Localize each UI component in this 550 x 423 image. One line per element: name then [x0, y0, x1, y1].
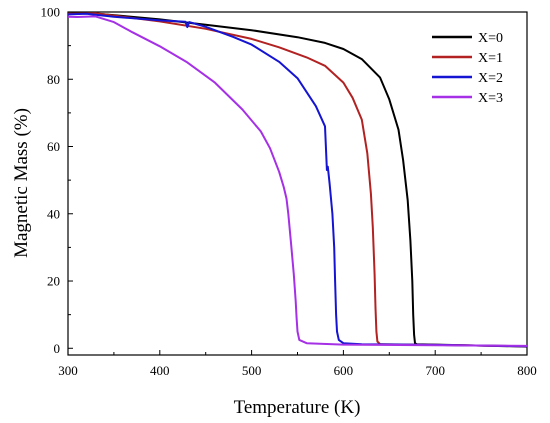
x-axis-title: Temperature (K)	[234, 397, 361, 418]
series-group	[67, 11, 528, 348]
x-tick-label: 500	[242, 363, 262, 378]
x-tick-label: 600	[334, 363, 354, 378]
series-line-x0	[67, 11, 528, 348]
y-axis-title: Magnetic Mass (%)	[11, 108, 32, 258]
y-tick-label: 60	[47, 139, 60, 154]
series-line-x3	[67, 15, 528, 347]
x-axis: 300 400 500 600 700 800	[58, 350, 537, 378]
x-tick-label: 400	[150, 363, 170, 378]
y-tick-label: 100	[41, 5, 61, 20]
x-tick-label: 800	[517, 363, 537, 378]
legend-label: X=0	[478, 31, 503, 46]
series-line-x2	[67, 12, 528, 348]
series-line-x1	[67, 12, 528, 348]
legend-label: X=2	[478, 71, 503, 86]
y-tick-label: 0	[54, 341, 61, 356]
y-tick-label: 40	[47, 206, 60, 221]
legend-label: X=1	[478, 51, 503, 66]
plot-frame	[67, 11, 528, 356]
y-axis: 0 20 40 60 80 100	[41, 5, 73, 356]
legend: X=0 X=1 X=2 X=3	[432, 31, 503, 106]
plot-border	[67, 11, 528, 356]
y-tick-label: 20	[47, 274, 60, 289]
x-tick-label: 300	[58, 363, 78, 378]
legend-label: X=3	[478, 91, 503, 106]
y-tick-label: 80	[47, 72, 60, 87]
x-tick-label: 700	[425, 363, 445, 378]
